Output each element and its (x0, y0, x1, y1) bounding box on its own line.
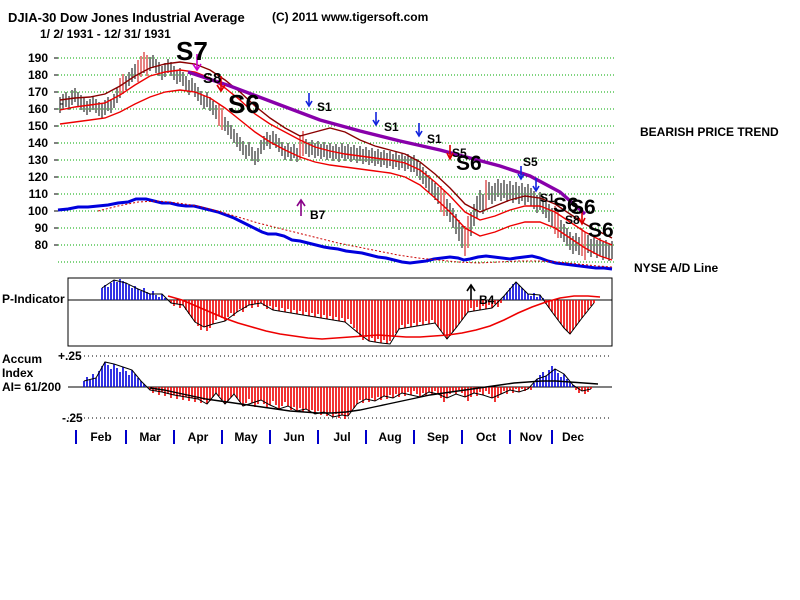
price-y-tick-110: 110 (28, 187, 48, 201)
date-range-label: 1/ 2/ 1931 - 12/ 31/ 1931 (40, 27, 171, 41)
signal-label-s6-e: S6 (588, 219, 614, 242)
price-y-tick-130: 130 (27, 153, 48, 167)
month-axis-ticks (75, 430, 553, 444)
bearish-trend-line (187, 70, 587, 216)
month-label-feb: Feb (90, 430, 112, 444)
signal-label-s8-a: S8 (203, 70, 222, 87)
signal-label-b7: B7 (310, 208, 326, 222)
p-indicator-label: P-Indicator (2, 292, 65, 306)
month-label-apr: Apr (187, 430, 209, 444)
moving-average-dark (59, 61, 613, 239)
month-label-jul: Jul (333, 430, 351, 444)
price-y-tick-180: 180 (27, 68, 48, 82)
price-y-tick-140: 140 (27, 136, 48, 150)
accum-gridlines (68, 355, 612, 419)
price-y-tick-190: 190 (27, 51, 48, 65)
signal-label-s7: S7 (176, 36, 208, 66)
signal-label-s1-a: S1 (317, 100, 332, 114)
month-label-may: May (234, 430, 258, 444)
accum-index-label-line1: Accum (2, 352, 43, 366)
price-y-tick-100: 100 (27, 204, 48, 218)
copyright-label: (C) 2011 www.tigersoft.com (272, 10, 429, 24)
accum-index-label-line2: Index (2, 366, 34, 380)
nyse-ad-line-plot (57, 197, 613, 271)
month-label-jun: Jun (283, 430, 305, 444)
nyse-ad-line-note: NYSE A/D Line (634, 261, 719, 275)
signal-label-s1-c: S1 (427, 132, 442, 146)
accum-lower-bound-label: -.25 (62, 411, 83, 425)
moving-average-bands (59, 69, 613, 261)
p-indicator-signal-line (167, 295, 601, 340)
price-axis-ticks (54, 57, 58, 246)
signal-label-s6-d: S6 (570, 196, 596, 219)
price-y-tick-80: 80 (34, 238, 48, 252)
month-label-aug: Aug (378, 430, 402, 444)
price-y-tick-120: 120 (27, 170, 48, 184)
signal-label-s1-b: S1 (384, 120, 399, 134)
month-label-oct: Oct (475, 430, 496, 444)
month-label-nov: Nov (519, 430, 543, 444)
accum-index-reading: AI= 61/200 (2, 380, 62, 394)
page-title: DJIA-30 Dow Jones Industrial Average (8, 10, 245, 25)
ohlc-bars (59, 52, 613, 261)
month-label-dec: Dec (561, 430, 584, 444)
signal-arrows (192, 54, 586, 300)
signal-label-s6-a: S6 (228, 89, 260, 119)
bearish-price-trend-note: BEARISH PRICE TREND (640, 125, 779, 139)
signal-label-s6-b: S6 (456, 152, 482, 175)
accum-index-envelope (83, 361, 592, 418)
signal-label-s1-d: S1 (540, 191, 555, 205)
accum-index-signal-line (149, 380, 599, 414)
accum-index-bars (83, 362, 592, 419)
p-indicator-frame (67, 277, 613, 347)
price-y-tick-150: 150 (27, 119, 48, 133)
p-indicator-envelope (101, 279, 595, 345)
accum-upper-bound-label: +.25 (58, 349, 82, 363)
signal-label-s6-c: S6 (553, 194, 579, 217)
price-y-tick-170: 170 (27, 85, 48, 99)
signal-label-s5-a: S5 (452, 146, 467, 160)
p-indicator-bars (101, 279, 595, 344)
signal-label-s8-b: S8 (565, 213, 580, 227)
price-y-tick-90: 90 (34, 221, 48, 235)
month-label-sep: Sep (426, 430, 449, 444)
signal-label-b4: B4 (479, 293, 495, 307)
month-label-mar: Mar (139, 430, 161, 444)
price-y-tick-160: 160 (27, 102, 48, 116)
signal-label-s5-b: S5 (523, 155, 538, 169)
nyse-ad-ma-line (97, 200, 613, 268)
